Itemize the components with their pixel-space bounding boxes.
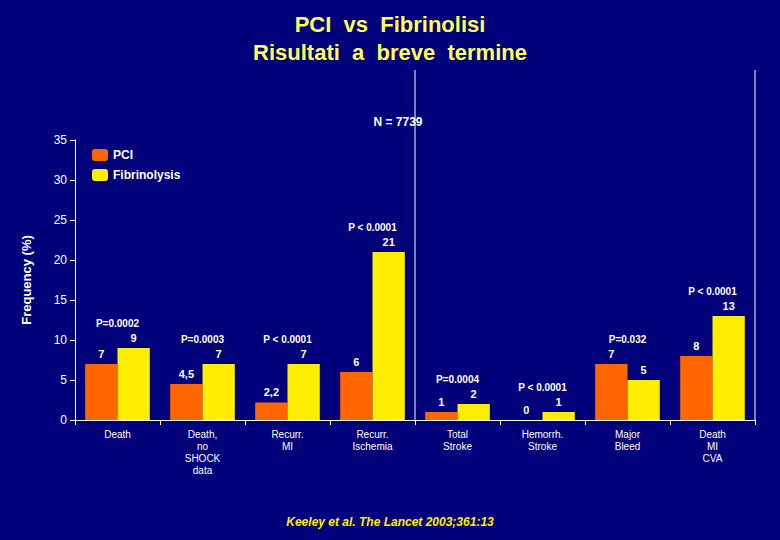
svg-text:MI: MI <box>707 441 718 452</box>
svg-text:35: 35 <box>54 133 68 147</box>
svg-text:1: 1 <box>438 396 444 408</box>
svg-text:30: 30 <box>54 173 68 187</box>
svg-text:SHOCK: SHOCK <box>185 453 221 464</box>
svg-text:5: 5 <box>641 364 647 376</box>
svg-text:8: 8 <box>693 340 699 352</box>
svg-text:P=0.0002: P=0.0002 <box>96 318 140 329</box>
svg-text:P < 0.0001: P < 0.0001 <box>348 222 397 233</box>
svg-text:4,5: 4,5 <box>179 368 194 380</box>
svg-text:N = 7739: N = 7739 <box>373 115 422 129</box>
svg-text:7: 7 <box>608 348 614 360</box>
svg-text:P < 0.0001: P < 0.0001 <box>688 286 737 297</box>
svg-text:Death,: Death, <box>188 429 217 440</box>
svg-text:7: 7 <box>216 348 222 360</box>
svg-text:21: 21 <box>383 236 395 248</box>
svg-text:Bleed: Bleed <box>615 441 641 452</box>
svg-text:P < 0.0001: P < 0.0001 <box>518 382 567 393</box>
svg-text:MI: MI <box>282 441 293 452</box>
svg-text:7: 7 <box>98 348 104 360</box>
svg-text:15: 15 <box>54 293 68 307</box>
svg-text:no: no <box>197 441 209 452</box>
svg-text:7: 7 <box>301 348 307 360</box>
svg-text:Frequency (%): Frequency (%) <box>19 235 34 325</box>
svg-text:Fibrinolysis: Fibrinolysis <box>113 168 181 182</box>
svg-text:data: data <box>193 465 213 476</box>
svg-text:P < 0.0001: P < 0.0001 <box>263 334 312 345</box>
svg-text:Death: Death <box>699 429 726 440</box>
svg-text:9: 9 <box>131 332 137 344</box>
svg-text:PCI vs Fibrinolisi: PCI vs Fibrinolisi <box>295 12 486 37</box>
svg-text:5: 5 <box>60 373 67 387</box>
svg-text:6: 6 <box>353 356 359 368</box>
svg-text:0: 0 <box>523 404 529 416</box>
svg-text:Death: Death <box>104 429 131 440</box>
svg-text:Recurr.: Recurr. <box>356 429 388 440</box>
svg-text:P=0.0004: P=0.0004 <box>436 374 480 385</box>
svg-text:20: 20 <box>54 253 68 267</box>
svg-text:P=0.0003: P=0.0003 <box>181 334 225 345</box>
svg-text:10: 10 <box>54 333 68 347</box>
svg-text:25: 25 <box>54 213 68 227</box>
svg-text:PCI: PCI <box>113 148 133 162</box>
svg-text:Risultati a breve termine: Risultati a breve termine <box>253 40 527 65</box>
svg-text:Major: Major <box>615 429 641 440</box>
svg-text:13: 13 <box>723 300 735 312</box>
svg-text:2,2: 2,2 <box>264 386 279 398</box>
svg-text:P=0.032: P=0.032 <box>609 334 647 345</box>
svg-text:2: 2 <box>471 388 477 400</box>
svg-text:Stroke: Stroke <box>528 441 557 452</box>
svg-text:Keeley et al. The Lancet 2003;: Keeley et al. The Lancet 2003;361:13 <box>286 515 494 529</box>
svg-text:CVA: CVA <box>703 453 723 464</box>
svg-text:Total: Total <box>447 429 468 440</box>
svg-text:Hemorrh.: Hemorrh. <box>522 429 564 440</box>
svg-text:Recurr.: Recurr. <box>271 429 303 440</box>
svg-text:1: 1 <box>556 396 562 408</box>
svg-text:0: 0 <box>60 413 67 427</box>
svg-text:Stroke: Stroke <box>443 441 472 452</box>
svg-text:Ischemia: Ischemia <box>352 441 392 452</box>
